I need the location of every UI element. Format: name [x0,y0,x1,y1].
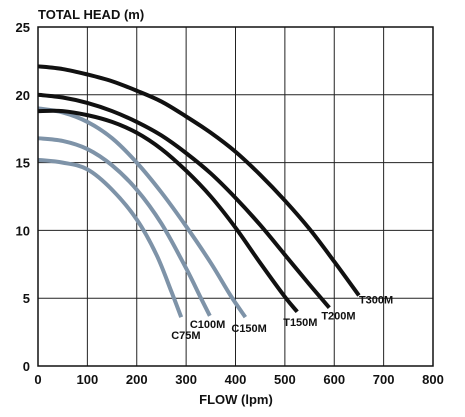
x-tick-label: 800 [422,372,444,387]
series-label-c75m: C75M [171,330,200,342]
series-label-t200m: T200M [321,311,355,323]
series-line-c150m [37,106,248,319]
x-tick-label: 200 [126,372,148,387]
y-tick-label: 10 [16,223,30,238]
series-line-t300m [37,64,361,297]
y-tick-label: 15 [16,156,30,171]
series-line-t200m [37,92,331,309]
y-tick-label: 0 [23,359,30,374]
x-tick-label: 100 [77,372,99,387]
x-tick-label: 500 [274,372,296,387]
series-label-t150m: T150M [283,317,317,329]
x-tick-label: 700 [373,372,395,387]
x-tick-label: 600 [323,372,345,387]
series-line-c100m [37,136,212,317]
tick-labels: 0 100 200 300 400 500 600 700 800 0 5 10 15 20 25 [16,20,444,387]
series-label-c100m: C100M [190,319,225,331]
y-axis-title: TOTAL HEAD (m) [38,7,144,22]
x-tick-label: 0 [34,372,41,387]
x-tick-label: 300 [175,372,197,387]
y-tick-label: 25 [16,20,30,35]
plot-frame [37,26,434,367]
series-line-t150m [37,108,299,314]
series-label-c150m: C150M [231,323,266,335]
x-axis-title: FLOW (lpm) [199,392,273,407]
y-tick-label: 5 [23,291,30,306]
y-tick-label: 20 [16,88,30,103]
series-layer [37,64,361,319]
series-line-c75m [37,157,184,318]
x-tick-label: 400 [225,372,247,387]
series-label-t300m: T300M [359,294,393,306]
